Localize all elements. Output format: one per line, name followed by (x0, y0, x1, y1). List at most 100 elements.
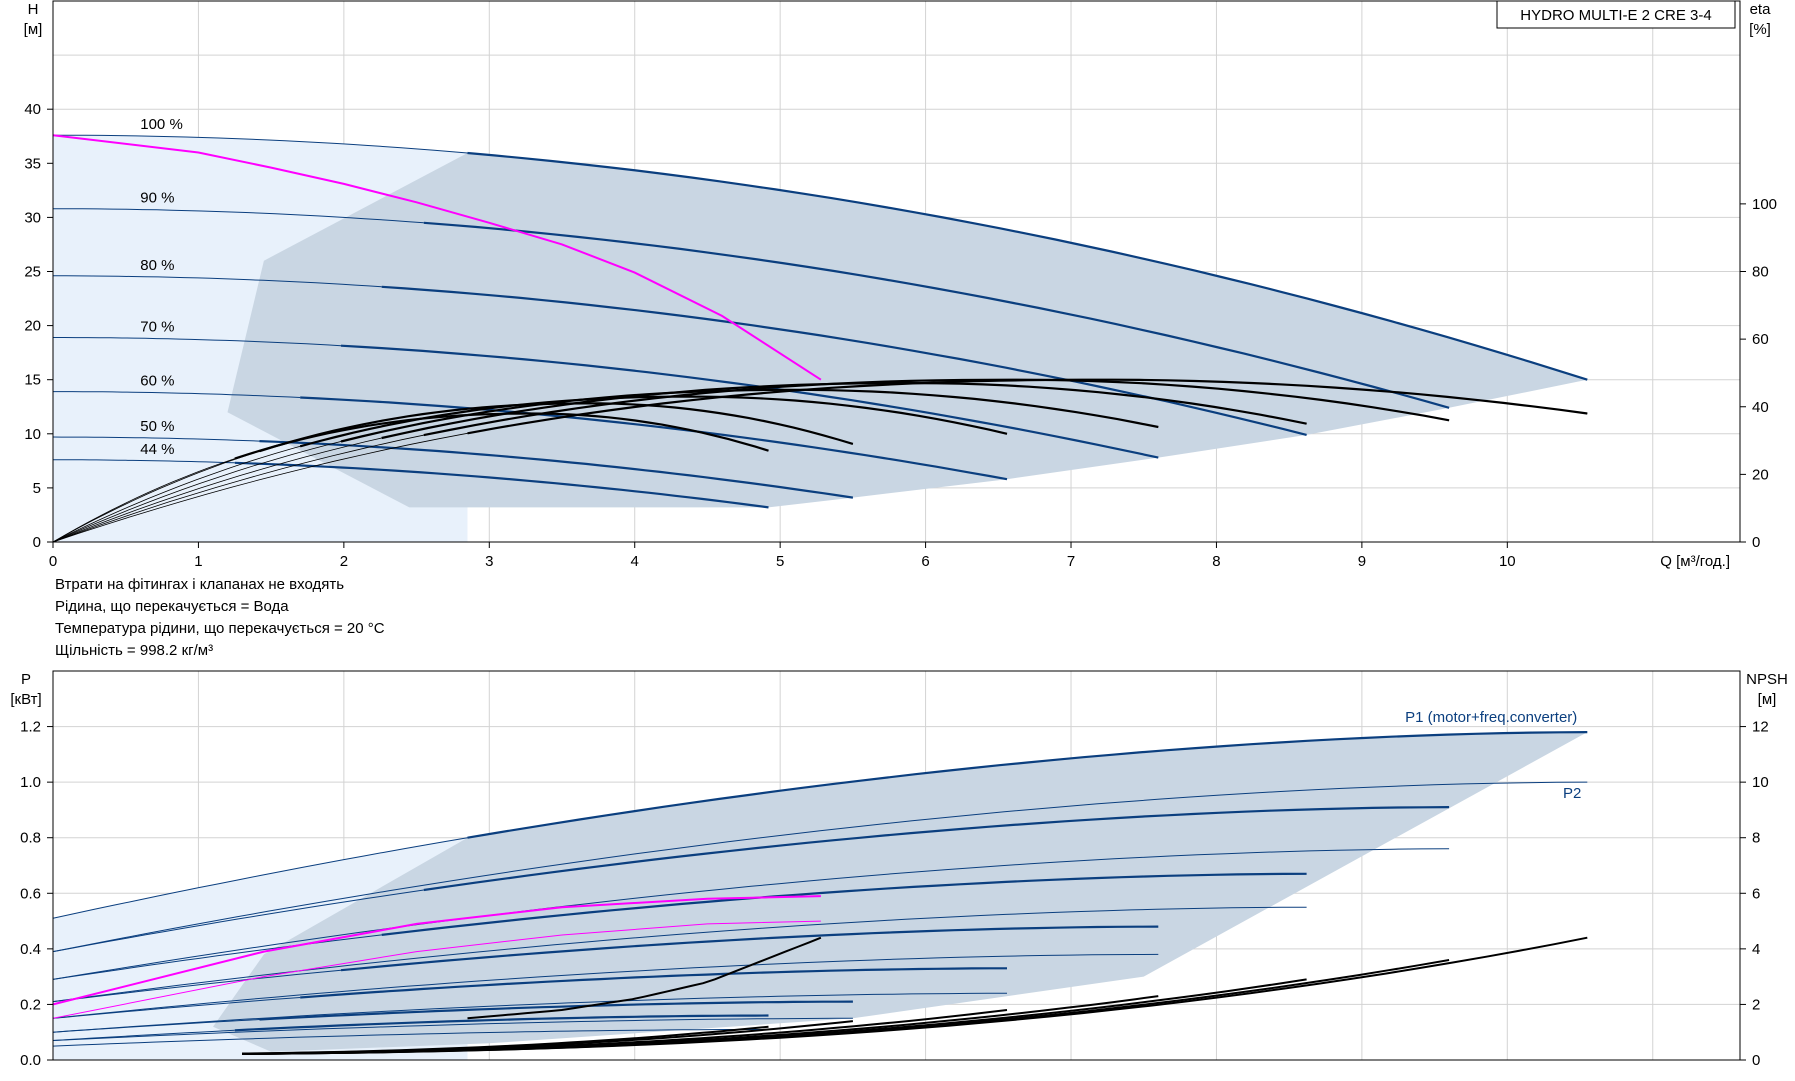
y-tick-label-left: 1.0 (20, 774, 41, 791)
duty-p1-curve (52, 895, 821, 1006)
title-box (1496, 0, 1736, 29)
operating-region (227, 153, 1588, 508)
y-tick-label-right: 40 (1752, 399, 1769, 416)
x-axis-label: Q [м³/год.] (1660, 553, 1730, 570)
y-axis-label-left-line-1: [м] (24, 21, 43, 38)
y-tick-label-right: 10 (1752, 774, 1769, 791)
p2-curve-2 (52, 906, 1307, 1003)
y-tick-label-left: 0.8 (20, 830, 41, 847)
y-tick-label-right: 100 (1752, 196, 1777, 213)
x-tick-label: 8 (1212, 553, 1220, 570)
y-tick-label-left: 40 (24, 101, 41, 118)
p2-curve-4 (52, 992, 1007, 1033)
p2-series-label: P2 (1563, 785, 1581, 802)
speed-curve-1 (423, 221, 1450, 409)
y-tick-label-left: 0.2 (20, 996, 41, 1013)
p2-curve-1 (52, 848, 1450, 980)
speed-label-1: 90 % (140, 190, 174, 207)
bottom-frame (52, 670, 1741, 1061)
y-axis-label-right-line-0: eta (1750, 1, 1772, 18)
head-efficiency-plot: 100 % 90 % 80 % 70 % 60 % 50 % 44 % 0 1 2 3 4 5 6 7 8 9 1… (24, 0, 1777, 570)
x-tick-label: 9 (1358, 553, 1366, 570)
speed-label-0: 100 % (140, 116, 183, 133)
y-axis-label-left-line-0: P (21, 671, 31, 688)
speed-curve-thin-3 (53, 337, 342, 347)
efficiency-curve-6 (234, 412, 769, 460)
y-axis-label-left-line-1: [кВт] (10, 691, 41, 708)
y-axis-label-right-line-1: [м] (1758, 691, 1777, 708)
speed-curve-6 (234, 461, 769, 509)
efficiency-curve-3 (340, 388, 1159, 443)
y-tick-label-right: 8 (1752, 830, 1760, 847)
y-tick-label-left: 0.4 (20, 941, 41, 958)
note-density: Щільність = 998.2 кг/м³ (55, 642, 214, 659)
power-npsh-plot: 0.0 0.2 0.4 0.6 0.8 1.0 1.2 0 2 4 6 8 10 12 P [кВт] NPSH… (10, 670, 1788, 1069)
y-tick-label-left: 1.2 (20, 719, 41, 736)
speed-curves: 100 % 90 % 80 % 70 % 60 % 50 % 44 % (52, 116, 1588, 509)
x-tick-label: 1 (194, 553, 202, 570)
npsh-curve-6 (242, 1025, 769, 1055)
p1-curve-4 (300, 967, 1007, 999)
x-tick-label: 10 (1499, 553, 1516, 570)
speed-label-2: 80 % (140, 257, 174, 274)
speed-curve-thin-5 (52, 436, 260, 442)
p1-curve-thin-1 (52, 889, 424, 953)
y-tick-label-right: 6 (1752, 885, 1760, 902)
x-tick-label: 6 (921, 553, 929, 570)
note-temperature: Температура рідини, що перекачується = 2… (55, 620, 385, 637)
speed-curve-4 (300, 396, 1008, 481)
p1-curve-2 (381, 872, 1307, 936)
p1-curve-3 (340, 925, 1159, 972)
x-tick-label: 2 (340, 553, 348, 570)
fluid-notes: Втрати на фітингах і клапанах не входять… (55, 574, 385, 662)
p1-curve-6 (234, 1014, 769, 1032)
speed-curve-5 (259, 440, 854, 499)
p2-curve-5 (52, 1017, 853, 1041)
y-tick-label-right: 2 (1752, 996, 1760, 1013)
power-curves (52, 731, 1588, 1047)
npsh-curves (242, 936, 1588, 1055)
y-axis-label-right-line-0: NPSH (1746, 671, 1788, 688)
note-liquid: Рідина, що перекачується = Вода (55, 598, 289, 615)
speed-curve-thin-0 (53, 134, 468, 154)
p2-curve-3 (52, 953, 1159, 1019)
y-tick-label-right: 60 (1752, 331, 1769, 348)
x-tick-label: 4 (631, 553, 639, 570)
p2-curve-0 (52, 781, 1588, 953)
npsh-duty-curve (467, 936, 822, 1020)
speed-label-5: 50 % (140, 418, 174, 435)
efficiency-curve-2 (381, 382, 1307, 440)
speed-curve-thin-1 (52, 208, 424, 224)
y-tick-label-left: 0.0 (20, 1052, 41, 1069)
y-tick-label-left: 20 (24, 318, 41, 335)
y-axis-label-right-line-1: [%] (1749, 21, 1771, 38)
y-axis-label-left-line-0: H (28, 1, 39, 18)
x-tick-label: 3 (485, 553, 493, 570)
speed-curve-thin-2 (53, 275, 382, 288)
speed-curve-3 (340, 344, 1159, 459)
p1-curve-thin-3 (52, 969, 342, 1003)
y-tick-label-right: 80 (1752, 264, 1769, 281)
y-tick-label-left: 5 (33, 480, 41, 497)
p2-curve-6 (52, 1028, 769, 1047)
operating-region (213, 732, 1588, 1052)
y-tick-label-left: 10 (24, 426, 41, 443)
y-tick-label-right: 20 (1752, 466, 1769, 483)
x-tick-label: 5 (776, 553, 784, 570)
efficiency-curve-1 (423, 378, 1450, 437)
y-tick-label-left: 30 (24, 209, 41, 226)
y-tick-label-right: 12 (1752, 719, 1769, 736)
speed-label-3: 70 % (140, 319, 174, 336)
speed-curve-thin-6 (53, 459, 235, 464)
p1-curve-0 (467, 731, 1588, 839)
note-fittings: Втрати на фітингах і клапанах не входять (55, 576, 345, 593)
x-tick-label: 0 (49, 553, 57, 570)
system-curve (52, 134, 822, 381)
speed-curve-thin-4 (53, 391, 301, 398)
y-tick-label-left: 0 (33, 534, 41, 551)
speed-label-6: 44 % (140, 441, 174, 458)
y-tick-label-right: 0 (1752, 534, 1760, 551)
y-tick-label-left: 0.6 (20, 885, 41, 902)
efficiency-curves (52, 378, 1588, 543)
